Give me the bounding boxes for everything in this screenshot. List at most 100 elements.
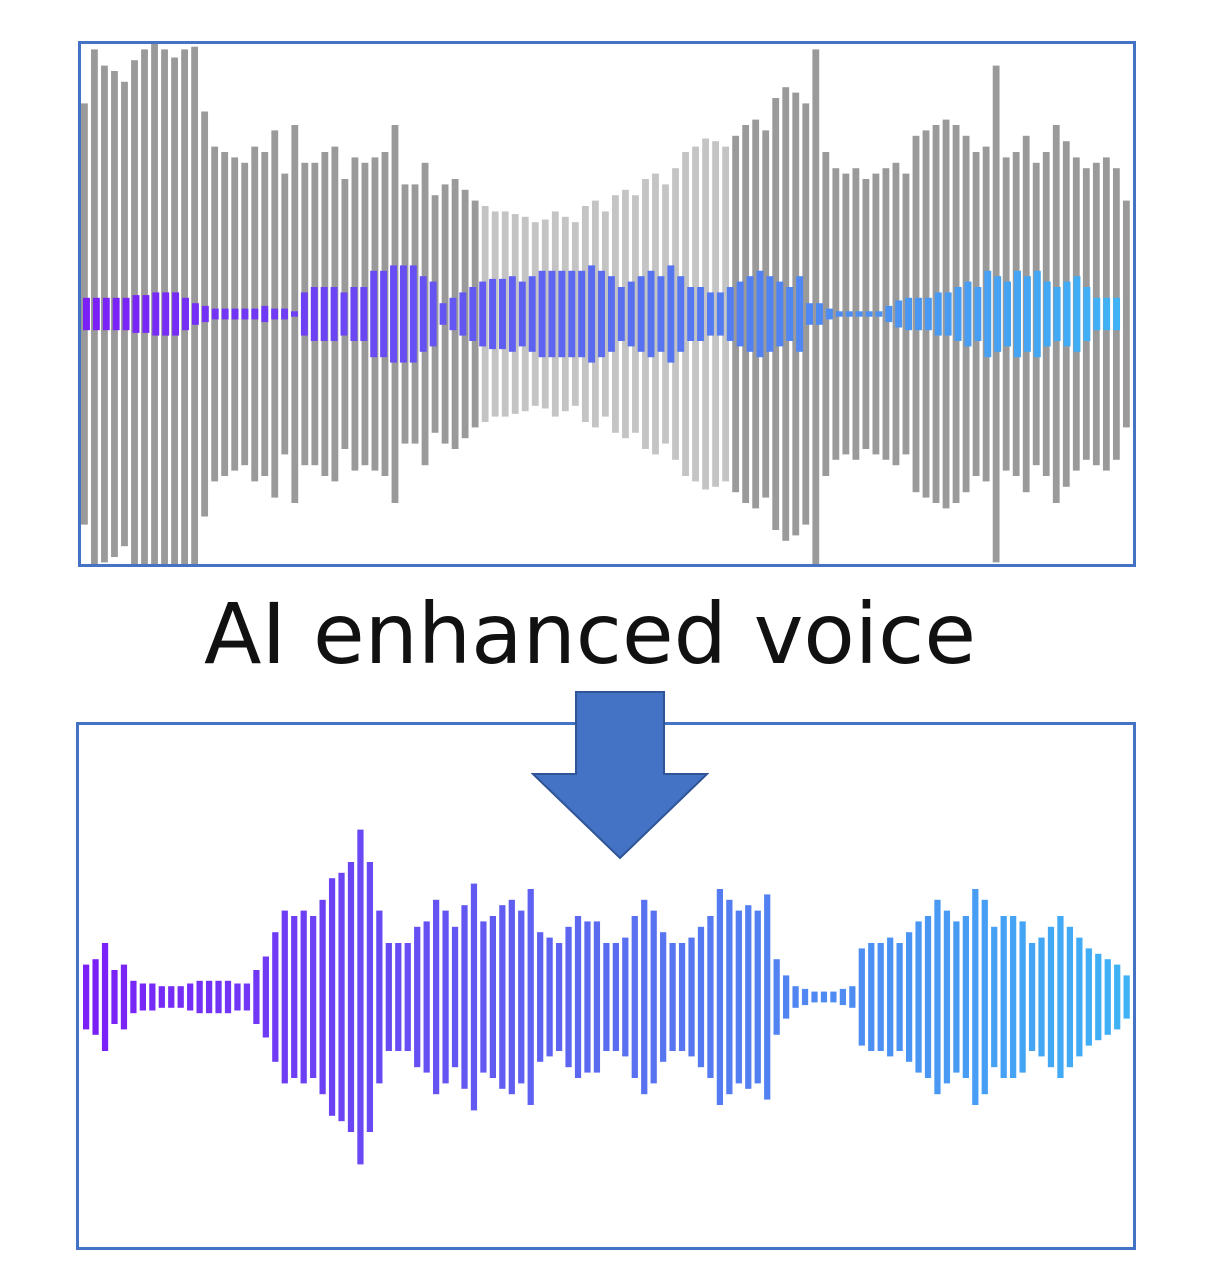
voice-bar (350, 287, 358, 341)
enhanced-voice-bar (915, 921, 922, 1073)
enhanced-voice-bar (669, 943, 676, 1051)
enhanced-voice-bar (707, 916, 714, 1078)
enhanced-voice-bar (962, 916, 969, 1078)
noise-bar (612, 195, 619, 433)
voice-bar (905, 297, 913, 331)
voice-bar (459, 292, 467, 336)
enhanced-voice-bar (603, 943, 610, 1051)
voice-bar (657, 276, 665, 352)
enhanced-voice-bar (347, 862, 355, 1132)
voice-bar (489, 278, 497, 350)
enhanced-voice-bar (224, 980, 232, 1014)
enhanced-voice-bar (451, 926, 459, 1068)
voice-bar (954, 287, 962, 341)
voice-bar (578, 270, 586, 358)
noise-bar (652, 173, 659, 455)
voice-bar (419, 276, 427, 352)
enhanced-voice-bar (773, 959, 780, 1035)
voice-bar (1033, 270, 1041, 358)
enhanced-voice-bar (111, 970, 118, 1024)
noise-bar (792, 92, 800, 536)
enhanced-voice-bar (281, 910, 288, 1084)
voice-bar (320, 287, 328, 341)
voice-bar (865, 311, 873, 317)
voice-bar (588, 265, 596, 363)
enhanced-voice-bar (622, 937, 629, 1057)
enhanced-voice-bar (158, 986, 165, 1008)
enhanced-voice-bar (139, 983, 146, 1011)
enhanced-voice-bar (1085, 948, 1092, 1046)
noise-bar (712, 141, 720, 487)
voice-bar (221, 308, 229, 320)
enhanced-voice-bar (291, 916, 298, 1078)
noise-bar (591, 200, 599, 428)
voice-bar (201, 305, 209, 323)
voice-bar (607, 276, 615, 352)
voice-bar (915, 297, 922, 331)
noise-bar (692, 146, 699, 482)
voice-bar (112, 297, 120, 331)
voice-bar (340, 292, 348, 336)
enhanced-voice-bar (650, 910, 657, 1084)
enhanced-voice-bar (1028, 943, 1036, 1051)
enhanced-voice-bar (1019, 921, 1026, 1073)
enhanced-voice-bar (783, 975, 790, 1019)
enhanced-voice-bar (130, 980, 137, 1014)
voice-bar (449, 297, 457, 331)
enhanced-voice-bar (953, 921, 960, 1073)
enhanced-voice-bar (433, 899, 440, 1095)
voice-bar (191, 303, 199, 325)
down-arrow-icon (531, 691, 709, 860)
voice-bar (1023, 276, 1031, 352)
voice-bar (251, 308, 259, 320)
enhanced-voice-bar (924, 916, 932, 1078)
enhanced-voice-bar (1114, 964, 1121, 1030)
noise-bar (672, 168, 679, 460)
enhanced-voice-bar (839, 988, 846, 1006)
enhanced-voice-bar (300, 910, 307, 1084)
enhanced-voice-bar (811, 991, 818, 1003)
voice-bar (528, 276, 536, 352)
voice-bar (1103, 297, 1111, 331)
enhanced-voice-bar (801, 988, 809, 1006)
enhanced-voice-bar (745, 905, 752, 1089)
voice-bar (994, 276, 1002, 352)
noise-bar (822, 152, 830, 476)
enhanced-voice-bar (461, 905, 468, 1089)
enhanced-voice-bar (1104, 959, 1111, 1035)
enhanced-voice-bar (641, 899, 648, 1095)
enhanced-voice-bar (489, 916, 496, 1078)
enhanced-voice-bar (1038, 937, 1045, 1057)
voice-bar (162, 292, 170, 336)
voice-bar (617, 287, 625, 341)
voice-bar (647, 270, 655, 358)
voice-bar (885, 305, 893, 323)
voice-bar (835, 311, 843, 317)
voice-bar (439, 303, 447, 325)
enhanced-voice-bar (660, 932, 667, 1062)
enhanced-voice-bar (546, 937, 553, 1057)
voice-bar (132, 295, 140, 333)
voice-bar (568, 270, 576, 358)
enhanced-voice-bar (1057, 916, 1064, 1078)
enhanced-voice-bar (101, 943, 109, 1051)
noise-bar (601, 211, 609, 417)
enhanced-voice-bar (905, 932, 913, 1062)
noise-bar (1122, 200, 1130, 428)
noise-bar (702, 138, 709, 490)
enhanced-voice-bar (243, 983, 251, 1011)
noise-bar (732, 135, 740, 493)
voice-bar (310, 287, 318, 341)
enhanced-voice-bar (991, 926, 998, 1068)
voice-bar (1063, 281, 1071, 347)
voice-bar (558, 270, 566, 358)
voice-bar (548, 270, 556, 358)
voice-bar (479, 281, 487, 347)
enhanced-voice-bar (697, 926, 705, 1068)
voice-bar (716, 292, 724, 336)
voice-bar (281, 308, 289, 320)
voice-bar (756, 270, 764, 358)
voice-bar (707, 292, 714, 336)
voice-bar (330, 287, 338, 341)
voice-bar (697, 287, 705, 341)
